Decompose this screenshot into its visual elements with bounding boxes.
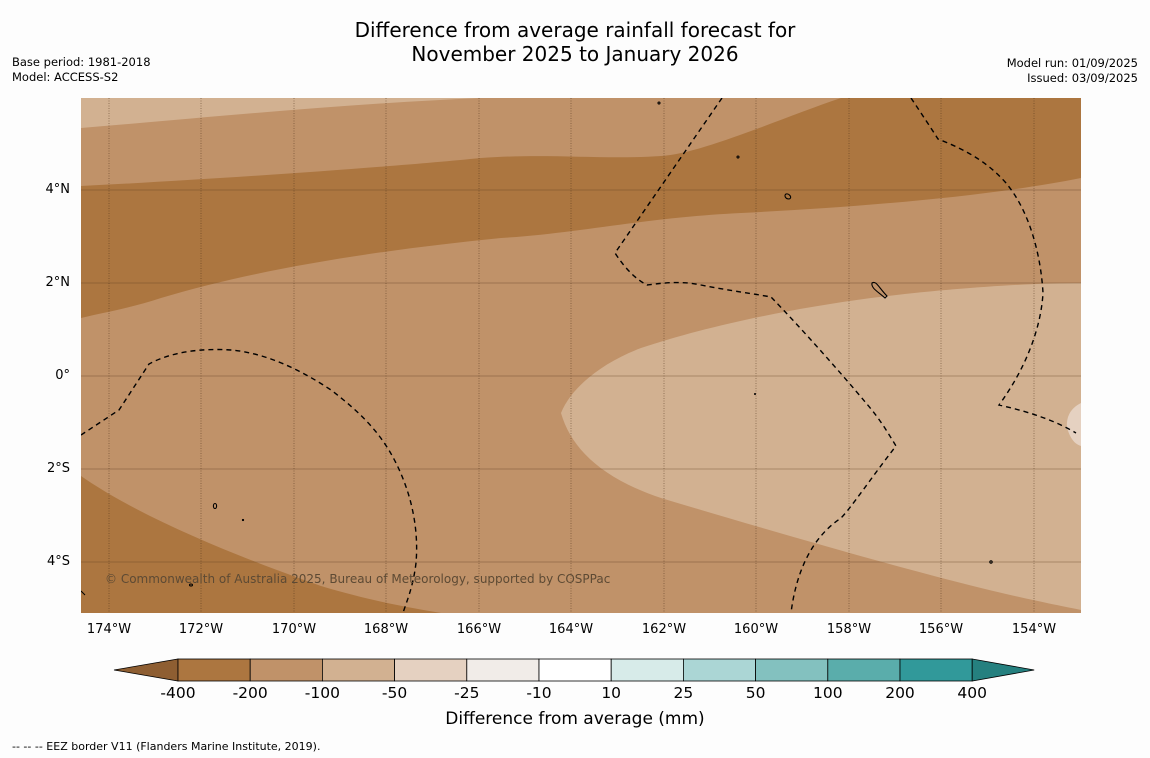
- field-north-dark: [81, 98, 1081, 318]
- island-i: [753, 392, 757, 396]
- colorbar-segment: [755, 658, 829, 682]
- lat-label-4s: 4°S: [46, 554, 70, 569]
- field-east-lighter: [1066, 403, 1081, 446]
- colorbar-segment: [466, 658, 540, 682]
- copyright-note: © Commonwealth of Australia 2025, Bureau…: [105, 572, 611, 586]
- colorbar-tick-label: 10: [601, 684, 622, 702]
- colorbar-segment: [249, 658, 323, 682]
- meta-left: Base period: 1981-2018 Model: ACCESS-S2: [12, 55, 151, 85]
- field-southwest-dark: [81, 476, 441, 613]
- island-e: [212, 502, 218, 510]
- island-d: [871, 281, 888, 299]
- colorbar-tick-label: -10: [526, 684, 552, 702]
- colorbar-title: Difference from average (mm): [445, 709, 705, 729]
- model-name: Model: ACCESS-S2: [12, 70, 119, 84]
- colorbar-segment: [683, 658, 757, 682]
- island-a: [657, 101, 661, 105]
- lon-label-174w: 174°W: [86, 622, 132, 637]
- colorbar-segment: [538, 658, 612, 682]
- eez-legend-note: -- -- -- EEZ border V11 (Flanders Marine…: [12, 740, 321, 753]
- field-east-light: [561, 283, 1081, 610]
- lon-label-172w: 172°W: [178, 622, 224, 637]
- island-b: [736, 155, 740, 159]
- model-run: Model run: 01/09/2025: [1006, 56, 1138, 70]
- colorbar-tick-label: -50: [381, 684, 408, 702]
- lat-label-0: 0°: [55, 368, 70, 383]
- colorbar-over-arrow: [971, 658, 1035, 682]
- island-c: [784, 193, 792, 200]
- issued-date: Issued: 03/09/2025: [1027, 71, 1138, 85]
- colorbar-segment: [610, 658, 684, 682]
- colorbar-tick-label: 100: [813, 684, 843, 702]
- lon-label-170w: 170°W: [271, 622, 317, 637]
- lon-label-156w: 156°W: [918, 622, 964, 637]
- colorbar-tick-label: -200: [232, 684, 268, 702]
- colorbar-tick-label: 400: [957, 684, 987, 702]
- eez-border-kiribati-east: [910, 98, 1077, 434]
- colorbar-svg: [113, 658, 1035, 682]
- lon-label-154w: 154°W: [1011, 622, 1057, 637]
- lat-label-2n: 2°N: [45, 275, 71, 290]
- colorbar-segment: [321, 658, 395, 682]
- lon-label-168w: 168°W: [363, 622, 409, 637]
- lon-label-160w: 160°W: [733, 622, 779, 637]
- lat-label-2s: 2°S: [46, 461, 70, 476]
- colorbar-tick-label: 50: [745, 684, 766, 702]
- field-top-light: [81, 98, 481, 128]
- lon-label-164w: 164°W: [548, 622, 594, 637]
- title-line-2: November 2025 to January 2026: [411, 42, 739, 66]
- eez-border-tokelau: [81, 348, 418, 613]
- colorbar-segment: [394, 658, 468, 682]
- island-g: [188, 583, 194, 587]
- island-f: [241, 518, 245, 522]
- rainfall-map: [81, 98, 1081, 613]
- colorbar-segment: [177, 658, 251, 682]
- lon-label-158w: 158°W: [826, 622, 872, 637]
- colorbar-tick-label: 25: [673, 684, 694, 702]
- island-j: [81, 590, 86, 596]
- colorbar-tick-label: 200: [885, 684, 915, 702]
- colorbar-tick-label: -400: [160, 684, 196, 702]
- colorbar-tick-label: -100: [304, 684, 340, 702]
- title-line-1: Difference from average rainfall forecas…: [354, 18, 796, 42]
- colorbar: [112, 656, 1038, 690]
- map-title: Difference from average rainfall forecas…: [0, 18, 1150, 66]
- lon-label-166w: 166°W: [456, 622, 502, 637]
- meta-right: Model run: 01/09/2025 Issued: 03/09/2025: [1007, 56, 1138, 86]
- eez-border-kiribati-north: [614, 98, 897, 613]
- base-period: Base period: 1981-2018: [12, 55, 151, 69]
- lat-label-4n: 4°N: [45, 182, 71, 197]
- colorbar-segment: [899, 658, 973, 682]
- colorbar-tick-label: -25: [454, 684, 480, 702]
- colorbar-segment: [827, 658, 901, 682]
- colorbar-under-arrow: [113, 658, 179, 682]
- island-h: [989, 560, 993, 564]
- lon-label-162w: 162°W: [641, 622, 687, 637]
